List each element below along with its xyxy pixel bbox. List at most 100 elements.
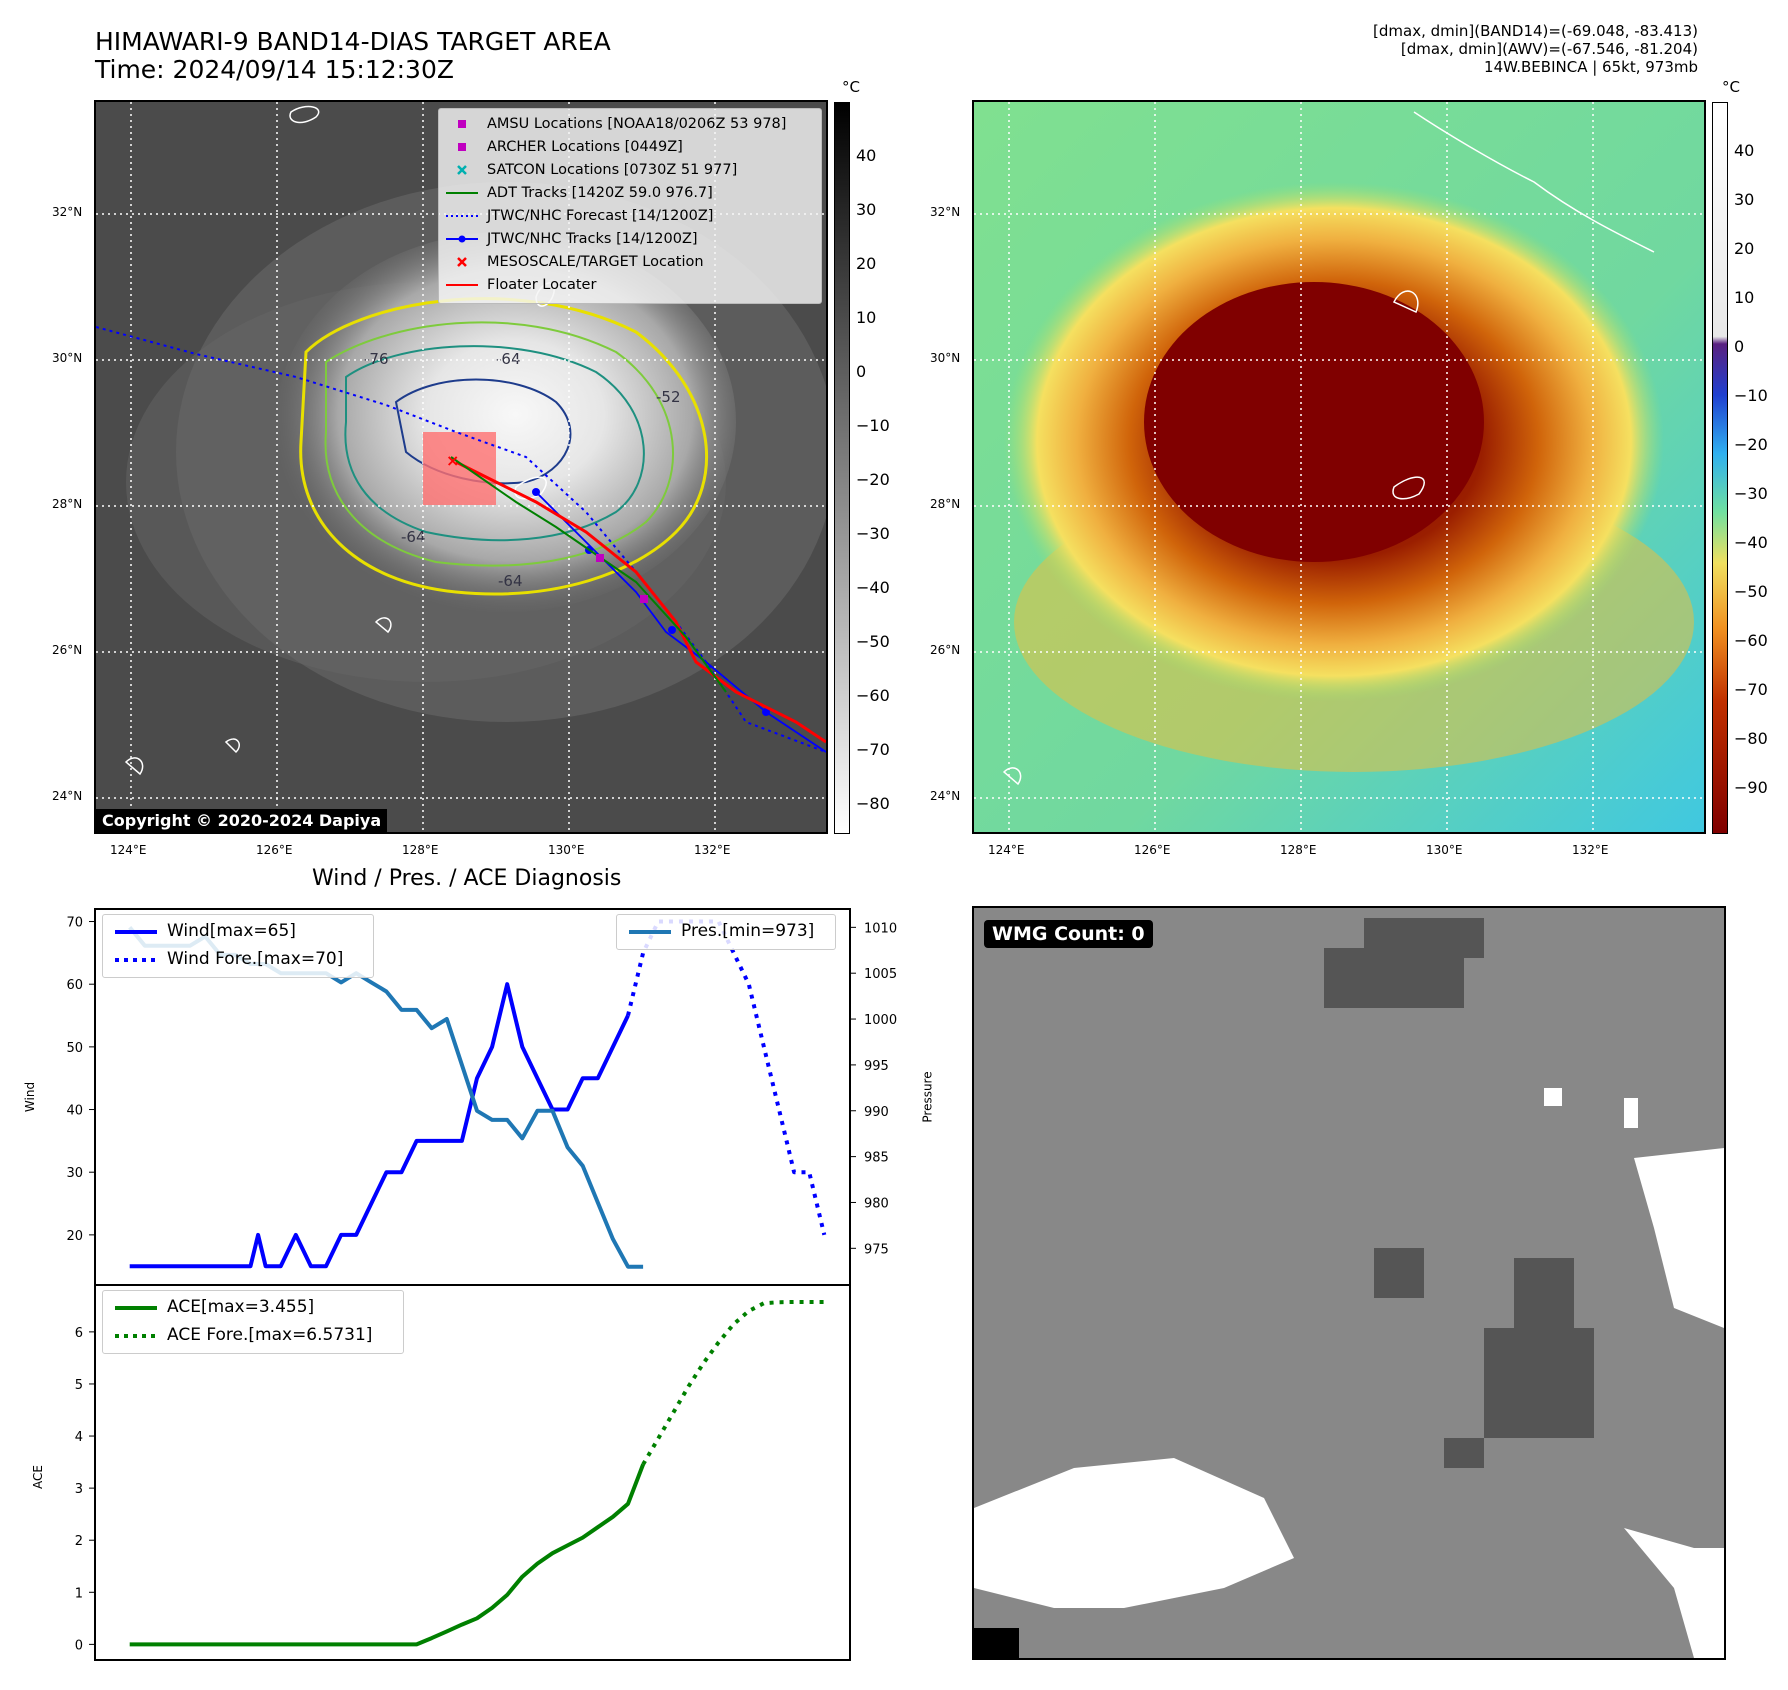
ace-ytick-label: 5 <box>75 1378 83 1393</box>
wmg-dark-cells <box>1324 918 1594 1468</box>
figure-title: HIMAWARI-9 BAND14-DIAS TARGET AREA Time:… <box>95 28 611 84</box>
ir-lat-24: 24°N <box>52 789 83 803</box>
wmg-panel: WMG Count: 0 <box>972 906 1726 1660</box>
awv-coastlines <box>1002 111 1655 786</box>
legend-jtwc-forecast-symbol <box>445 205 479 227</box>
wind-ytick-label: 50 <box>66 1041 83 1056</box>
awv-lat-30: 30°N <box>930 351 961 365</box>
storm-core <box>276 232 736 612</box>
ir-cbar-tick-20: 20 <box>856 254 877 273</box>
ir-cbar-tick-30: 30 <box>856 200 877 219</box>
copyright-badge: Copyright © 2020-2024 Dapiya <box>96 809 388 832</box>
contour-label-4: -64 <box>498 572 523 590</box>
archer-marker <box>640 595 648 603</box>
awv-graticule <box>974 102 1704 832</box>
awv-lon-124: 124°E <box>988 843 1025 857</box>
wind-legend-entry: Wind[max=65] <box>115 921 296 941</box>
ir-cbar-tick-m60: −60 <box>856 686 890 705</box>
title-line1: HIMAWARI-9 BAND14-DIAS TARGET AREA <box>95 27 611 56</box>
contour-label-3: -64 <box>401 528 426 546</box>
target-area-box <box>423 432 496 505</box>
ir-cbar-tick-m40: −40 <box>856 578 890 597</box>
wmg-count-badge: WMG Count: 0 <box>984 920 1153 948</box>
wind-ytick-label: 60 <box>66 978 83 993</box>
ir-lon-128: 128°E <box>402 843 439 857</box>
awv-cbar-tick-10: 10 <box>1734 288 1755 307</box>
ace-ytick-label: 0 <box>75 1638 83 1653</box>
pressure-legend: Pres.[min=973] <box>616 914 836 950</box>
ir-lon-130: 130°E <box>548 843 585 857</box>
ir-cbar-tick-m80: −80 <box>856 794 890 813</box>
pressure-ytick-label: 975 <box>864 1242 889 1257</box>
pressure-ytick-label: 980 <box>864 1196 889 1211</box>
wind-fore-legend-entry: Wind Fore.[max=70] <box>115 949 344 969</box>
ace-fore-legend-entry: ACE Fore.[max=6.5731] <box>115 1325 373 1345</box>
diagnosis-title: Wind / Pres. / ACE Diagnosis <box>312 866 622 891</box>
target-marker: × <box>446 451 459 470</box>
ir-colorbar <box>834 102 850 834</box>
contour-label-2: -64 <box>496 350 521 368</box>
ir-cbar-tick-m70: −70 <box>856 740 890 759</box>
ir-cbar-tick-10: 10 <box>856 308 877 327</box>
info-line2: [dmax, dmin](AWV)=(-67.546, -81.204) <box>1400 40 1698 58</box>
awv-cbar-tick-m40: −40 <box>1734 533 1768 552</box>
awv-cbar-tick-m90: −90 <box>1734 778 1768 797</box>
wind-ylabel: Wind <box>23 1081 38 1113</box>
ir-map-panel: -76 -64 -64 -64 -52 <box>94 100 828 834</box>
ir-colorbar-unit: °C <box>842 78 860 96</box>
awv-lon-130: 130°E <box>1426 843 1463 857</box>
awv-map-panel <box>972 100 1706 834</box>
wind-series-line-1 <box>626 919 827 1236</box>
legend-archer-symbol <box>445 136 479 158</box>
awv-lon-126: 126°E <box>1134 843 1171 857</box>
legend-target-symbol <box>445 251 479 273</box>
awv-cbar-tick-m30: −30 <box>1734 484 1768 503</box>
legend-floater-symbol <box>445 274 479 296</box>
ir-lon-124: 124°E <box>110 843 147 857</box>
ir-lat-30: 30°N <box>52 351 83 365</box>
awv-lat-28: 28°N <box>930 497 961 511</box>
ace-series-line-0 <box>129 1463 645 1647</box>
ace-legend-entry: ACE[max=3.455] <box>115 1297 315 1317</box>
ir-lat-28: 28°N <box>52 497 83 511</box>
map-legend: AMSU Locations [NOAA18/0206Z 53 978] ARC… <box>438 108 822 304</box>
ir-lat-32: 32°N <box>52 205 83 219</box>
awv-cbar-tick-m10: −10 <box>1734 386 1768 405</box>
ace-ytick-label: 3 <box>75 1482 83 1497</box>
ir-cbar-tick-m30: −30 <box>856 524 890 543</box>
wind-ytick-label: 20 <box>66 1229 83 1244</box>
pressure-ytick-label: 1005 <box>864 967 897 982</box>
pressure-legend-entry: Pres.[min=973] <box>629 921 815 941</box>
ace-legend: ACE[max=3.455] ACE Fore.[max=6.5731] <box>102 1290 404 1354</box>
awv-lat-26: 26°N <box>930 643 961 657</box>
legend-jtwc-tracks-symbol <box>445 228 479 250</box>
pressure-ytick-label: 995 <box>864 1059 889 1074</box>
awv-cbar-tick-m50: −50 <box>1734 582 1768 601</box>
legend-adt-symbol <box>445 182 479 204</box>
awv-colorbar <box>1712 102 1728 834</box>
ir-cbar-tick-0: 0 <box>856 362 867 381</box>
legend-satcon-symbol <box>445 159 479 181</box>
ace-ylabel: ACE <box>30 1465 45 1489</box>
awv-cbar-tick-0: 0 <box>1734 337 1745 356</box>
awv-lat-32: 32°N <box>930 205 961 219</box>
wmg-white-cells <box>974 1088 1724 1658</box>
contour-label-1: -76 <box>364 350 389 368</box>
ace-ytick-label: 2 <box>75 1534 83 1549</box>
ir-lon-132: 132°E <box>694 843 731 857</box>
title-line2: Time: 2024/09/14 15:12:30Z <box>95 55 454 84</box>
awv-colorbar-unit: °C <box>1722 78 1740 96</box>
pressure-ylabel: Pressure <box>920 1071 935 1123</box>
wind-ytick-label: 70 <box>66 916 83 931</box>
wmg-black-cell <box>974 1628 1019 1658</box>
info-line3: 14W.BEBINCA | 65kt, 973mb <box>1484 58 1698 76</box>
pressure-ytick-label: 985 <box>864 1151 889 1166</box>
awv-cbar-tick-m70: −70 <box>1734 680 1768 699</box>
ace-ytick-label: 1 <box>75 1586 83 1601</box>
awv-cbar-tick-40: 40 <box>1734 141 1755 160</box>
wind-series-line-0 <box>129 982 630 1269</box>
info-line1: [dmax, dmin](BAND14)=(-69.048, -83.413) <box>1373 22 1698 40</box>
ir-lon-126: 126°E <box>256 843 293 857</box>
awv-lon-132: 132°E <box>1572 843 1609 857</box>
ir-cbar-tick-m10: −10 <box>856 416 890 435</box>
